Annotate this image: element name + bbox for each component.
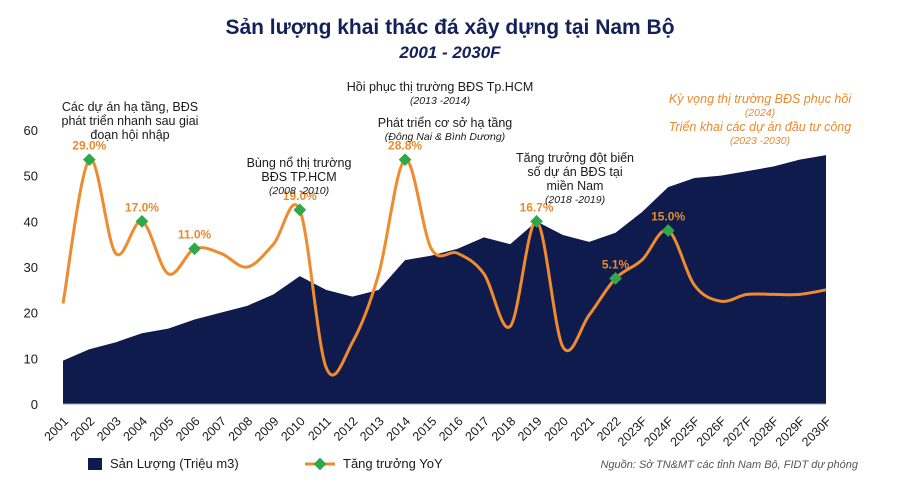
annotation-outlook: Kỳ vọng thị trường BĐS phục hồi (2024) T… bbox=[655, 92, 865, 148]
data-label: 5.1% bbox=[602, 257, 630, 271]
annotation-2014a: Hồi phục thị trường BĐS Tp.HCM (2013 -20… bbox=[330, 80, 550, 108]
annotation-2019: Tăng trưởng đột biến số dự án BĐS tại mi… bbox=[500, 151, 650, 207]
x-tick-label: 2006 bbox=[173, 414, 203, 444]
y-tick-label: 50 bbox=[24, 169, 38, 184]
annotation-2002: Các dự án hạ tầng, BĐS phát triển nhanh … bbox=[40, 100, 220, 142]
x-tick-label: 2005 bbox=[147, 414, 177, 444]
chart-title: Sản lượng khai thác đá xây dựng tại Nam … bbox=[225, 16, 675, 39]
x-tick-label: 2016 bbox=[436, 414, 466, 444]
annotation-2014b: Phát triển cơ sở hạ tầng (Đông Nai & Bìn… bbox=[355, 116, 535, 144]
legend-area: Sản Lượng (Triệu m3) bbox=[88, 456, 239, 471]
x-tick-label: 2008 bbox=[226, 414, 256, 444]
data-label: 29.0% bbox=[72, 139, 106, 153]
data-point-marker bbox=[293, 203, 307, 217]
annotation-2010: Bùng nổ thị trường BĐS TP.HCM (2008 -201… bbox=[224, 156, 374, 198]
y-tick-label: 60 bbox=[24, 123, 38, 138]
area-series bbox=[63, 155, 826, 404]
annotation-outlook-year: (2024) bbox=[744, 107, 776, 119]
data-point-marker bbox=[398, 153, 412, 167]
x-tick-label: 2003 bbox=[94, 414, 124, 444]
y-tick-label: 20 bbox=[24, 306, 38, 321]
x-tick-label: 2030F bbox=[799, 414, 834, 449]
legend-line-swatch bbox=[305, 457, 335, 470]
x-tick-label: 2007 bbox=[199, 414, 229, 444]
annotation-outlook-line1: Kỳ vọng thị trường BĐS phục hồi bbox=[668, 92, 852, 106]
annotation-2002-line3: đoạn hội nhập bbox=[90, 128, 170, 142]
x-tick-label: 2002 bbox=[68, 414, 98, 444]
legend-area-swatch bbox=[88, 457, 102, 470]
annotation-2019-line2: số dự án BĐS tại bbox=[527, 165, 623, 179]
annotation-outlook-line2: Triển khai các dự án đầu tư công bbox=[668, 120, 852, 134]
x-tick-label: 2017 bbox=[463, 414, 493, 444]
annotation-2014b-line1: Phát triển cơ sở hạ tầng bbox=[377, 116, 513, 130]
legend-area-label: Sản Lượng (Triệu m3) bbox=[110, 456, 239, 471]
yoy-line-series bbox=[61, 158, 827, 377]
annotation-2010-line2: BĐS TP.HCM bbox=[261, 170, 337, 184]
annotation-2019-line1: Tăng trưởng đột biến bbox=[515, 151, 635, 165]
data-label: 19.0% bbox=[283, 189, 317, 203]
annotation-2010-line1: Bùng nổ thị trường bbox=[246, 156, 352, 170]
x-tick-label: 2009 bbox=[252, 414, 282, 444]
x-tick-label: 2020 bbox=[541, 414, 571, 444]
annotation-2002-line1: Các dự án hạ tầng, BĐS bbox=[61, 100, 199, 114]
data-label: 16.7% bbox=[520, 200, 554, 214]
x-tick-label: 2019 bbox=[515, 414, 545, 444]
data-label: 15.0% bbox=[651, 209, 685, 223]
data-label: 11.0% bbox=[178, 228, 212, 242]
x-tick-label: 2010 bbox=[278, 414, 308, 444]
annotation-outlook-period: (2023 -2030) bbox=[729, 135, 791, 147]
legend-line: Tăng trưởng YoY bbox=[305, 456, 443, 471]
x-tick-label: 2013 bbox=[357, 414, 387, 444]
y-tick-label: 0 bbox=[31, 397, 38, 412]
annotation-2002-line2: phát triển nhanh sau giai bbox=[61, 114, 199, 128]
x-tick-label: 2001 bbox=[42, 414, 72, 444]
chart-subtitle: 2001 - 2030F bbox=[399, 43, 501, 62]
data-label: 17.0% bbox=[125, 200, 159, 214]
data-point-marker bbox=[82, 153, 96, 167]
x-tick-label: 2021 bbox=[568, 414, 598, 444]
y-tick-label: 40 bbox=[24, 214, 38, 229]
annotation-2014a-period: (2013 -2014) bbox=[409, 95, 471, 107]
x-tick-label: 2018 bbox=[489, 414, 519, 444]
source-note: Nguồn: Sở TN&MT các tỉnh Nam Bộ, FIDT dự… bbox=[600, 459, 858, 471]
data-label: 28.8% bbox=[388, 139, 422, 153]
x-tick-label: 2004 bbox=[120, 414, 150, 444]
x-tick-label: 2015 bbox=[410, 414, 440, 444]
annotation-2019-period: (2018 -2019) bbox=[544, 194, 606, 206]
annotation-2010-period: (2008 -2010) bbox=[268, 185, 330, 197]
annotation-2014a-line1: Hồi phục thị trường BĐS Tp.HCM bbox=[346, 80, 534, 94]
x-tick-label: 2014 bbox=[384, 414, 414, 444]
y-tick-label: 30 bbox=[24, 260, 38, 275]
x-tick-label: 2012 bbox=[331, 414, 361, 444]
annotation-2014b-period: (Đông Nai & Bình Dương) bbox=[384, 131, 506, 143]
annotation-2019-line3: miền Nam bbox=[546, 179, 604, 193]
data-point-marker bbox=[188, 242, 201, 256]
legend-line-label: Tăng trưởng YoY bbox=[343, 456, 443, 471]
x-tick-label: 2011 bbox=[305, 414, 334, 443]
y-tick-label: 10 bbox=[24, 351, 38, 366]
data-point-marker bbox=[135, 214, 149, 228]
